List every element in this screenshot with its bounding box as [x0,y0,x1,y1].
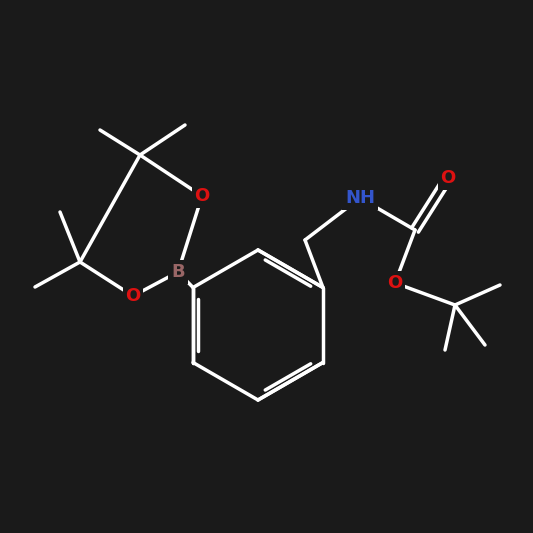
Text: O: O [440,169,456,187]
Text: NH: NH [345,189,375,207]
Text: O: O [387,274,402,292]
Text: O: O [125,287,141,305]
Text: B: B [171,263,185,281]
Text: O: O [195,187,209,205]
